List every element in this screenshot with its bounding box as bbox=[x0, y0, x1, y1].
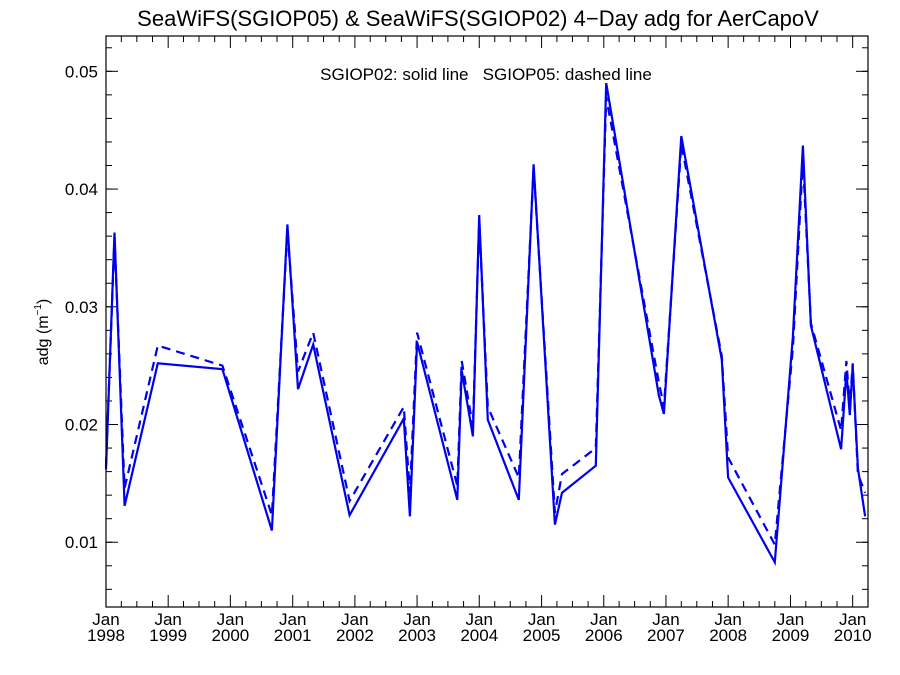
x-tick-label-month: Jan bbox=[777, 610, 804, 629]
x-tick-label-month: Jan bbox=[590, 610, 617, 629]
y-tick-label: 0.01 bbox=[65, 533, 98, 552]
x-tick-label-year: 2002 bbox=[336, 626, 374, 645]
x-tick-label-year: 2004 bbox=[460, 626, 498, 645]
x-tick-label-year: 2010 bbox=[834, 626, 872, 645]
x-tick-label-year: 2005 bbox=[523, 626, 561, 645]
x-tick-label-year: 2008 bbox=[709, 626, 747, 645]
x-tick-label-month: Jan bbox=[403, 610, 430, 629]
plot-frame bbox=[105, 35, 869, 608]
y-axis-label-exponent: −1 bbox=[33, 304, 44, 316]
x-tick-label-month: Jan bbox=[528, 610, 555, 629]
y-tick-label: 0.04 bbox=[65, 180, 98, 199]
y-axis-label-end: ) bbox=[35, 299, 52, 304]
x-tick-label-year: 1999 bbox=[149, 626, 187, 645]
x-tick-label-year: 2007 bbox=[647, 626, 685, 645]
series-line-solid bbox=[104, 82, 867, 567]
y-tick-label: 0.05 bbox=[65, 62, 98, 81]
x-tick-label-year: 2006 bbox=[585, 626, 623, 645]
y-tick-label: 0.02 bbox=[65, 416, 98, 435]
x-tick-label-year: 1998 bbox=[87, 626, 125, 645]
y-axis-label: adg (m−1) bbox=[33, 299, 52, 366]
x-tick-label-year: 2001 bbox=[274, 626, 312, 645]
x-tick-label-month: Jan bbox=[217, 610, 244, 629]
x-tick-label-month: Jan bbox=[92, 610, 119, 629]
x-tick-label-year: 2000 bbox=[211, 626, 249, 645]
chart-title: SeaWiFS(SGIOP05) & SeaWiFS(SGIOP02) 4−Da… bbox=[137, 6, 819, 31]
x-tick-label-month: Jan bbox=[714, 610, 741, 629]
data-series bbox=[104, 82, 867, 567]
x-tick-label-month: Jan bbox=[154, 610, 181, 629]
x-tick-label-year: 2003 bbox=[398, 626, 436, 645]
axis-ticks: 0.010.020.030.040.05Jan1998Jan1999Jan200… bbox=[65, 36, 872, 645]
series-line-dashed bbox=[104, 97, 867, 549]
line-style-annotation: SGIOP02: solid line SGIOP05: dashed line bbox=[320, 65, 652, 84]
x-tick-label-month: Jan bbox=[279, 610, 306, 629]
y-axis-label-base: adg (m bbox=[35, 315, 52, 365]
x-tick-label-month: Jan bbox=[839, 610, 866, 629]
x-tick-label-month: Jan bbox=[652, 610, 679, 629]
x-tick-label-month: Jan bbox=[341, 610, 368, 629]
y-tick-label: 0.03 bbox=[65, 298, 98, 317]
svg-text:adg (m−1): adg (m−1) bbox=[33, 299, 52, 366]
x-tick-label-month: Jan bbox=[466, 610, 493, 629]
x-tick-label-year: 2009 bbox=[772, 626, 810, 645]
